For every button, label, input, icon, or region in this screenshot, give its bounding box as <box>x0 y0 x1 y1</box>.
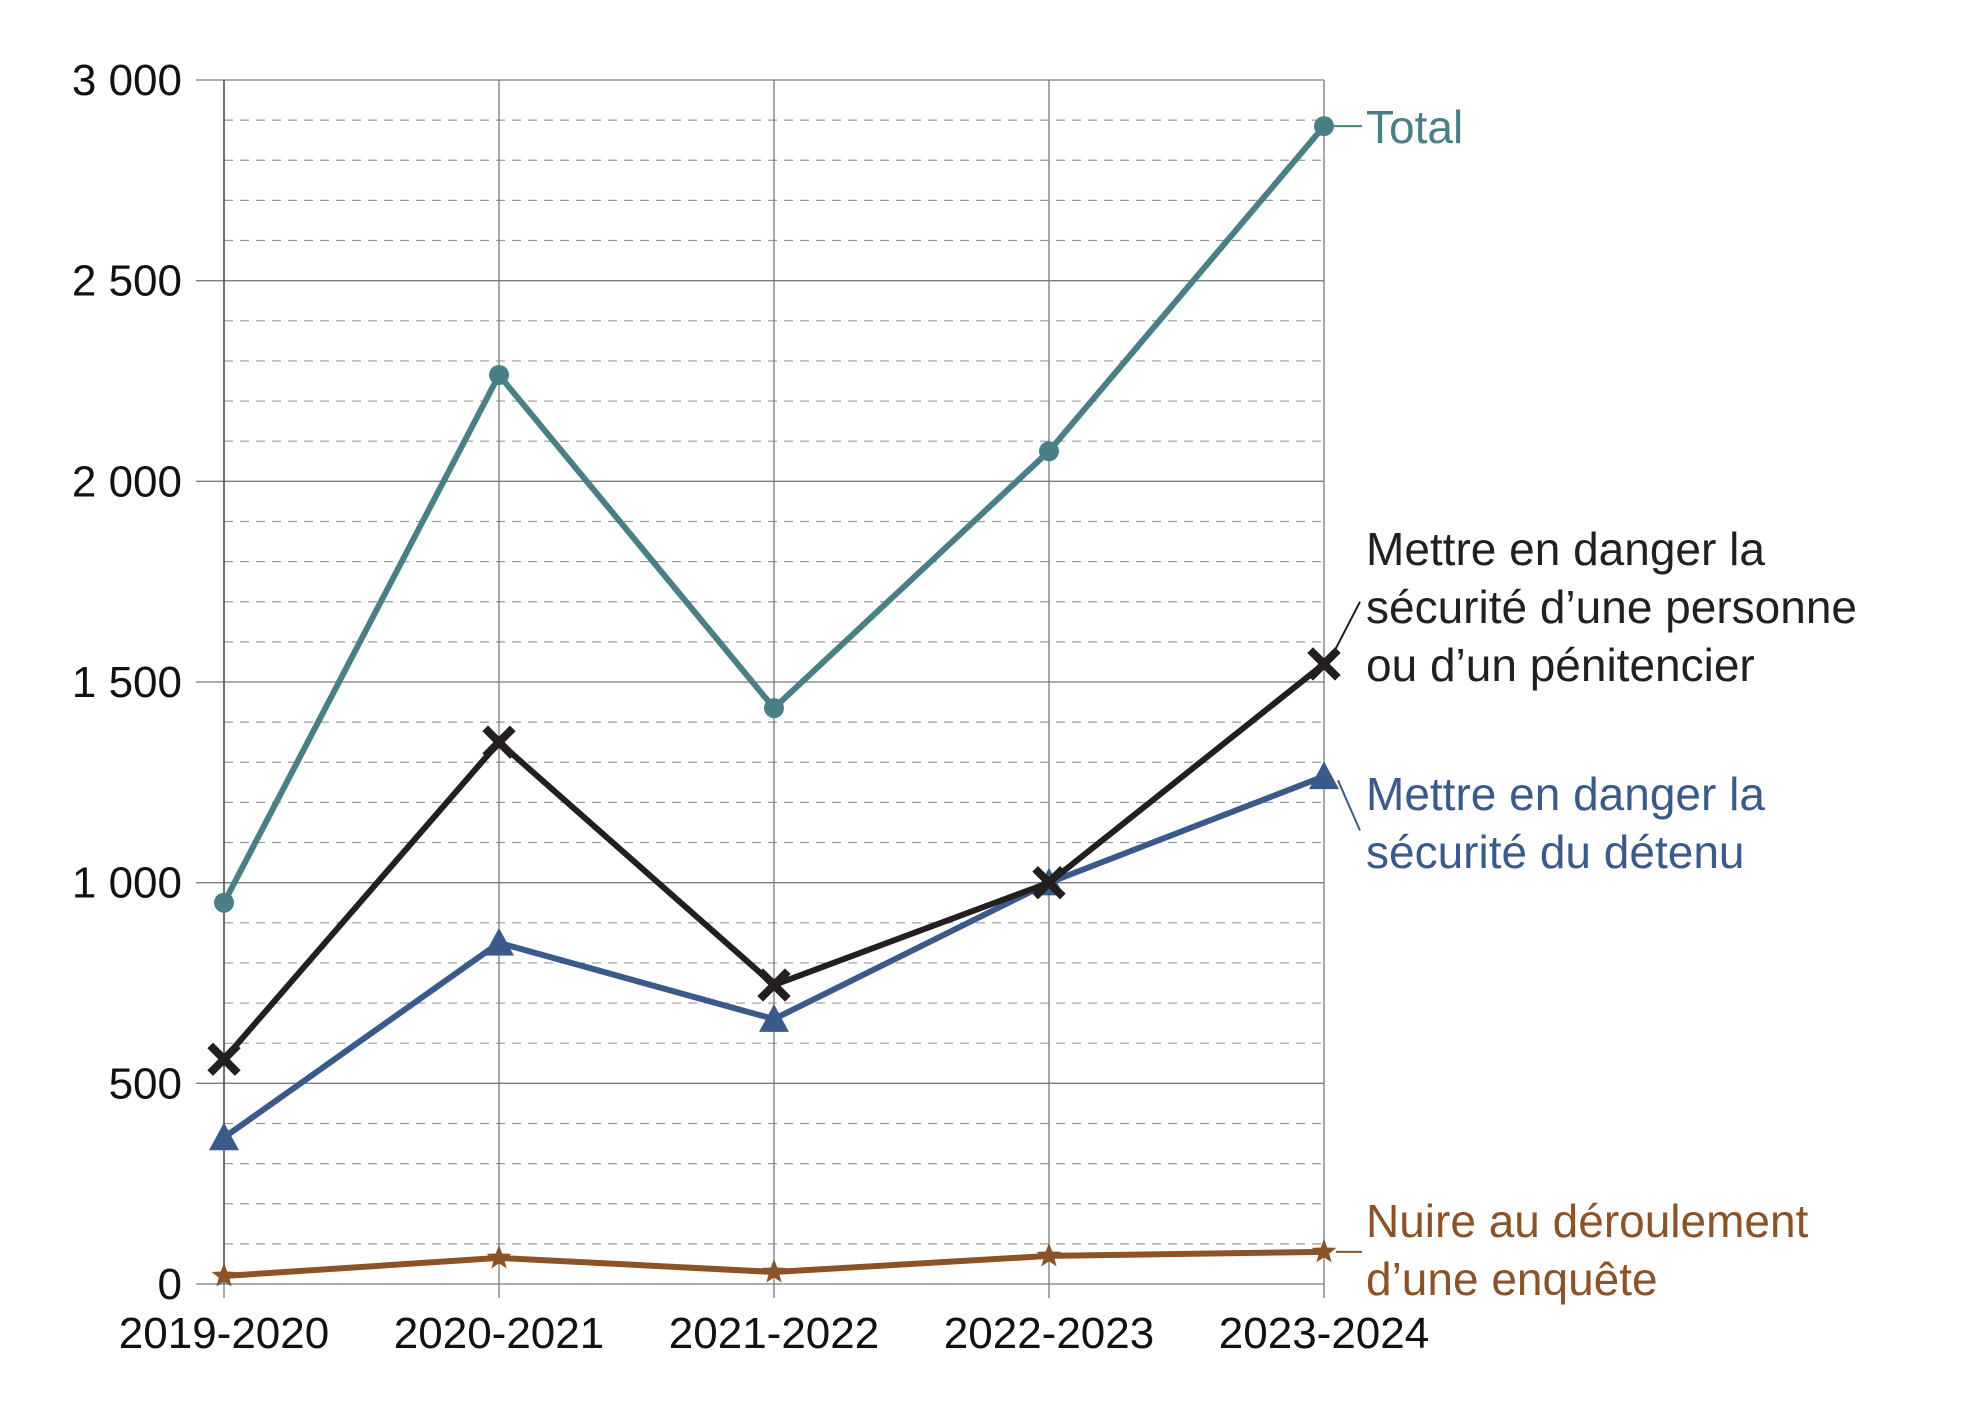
data-point-detenu <box>1309 761 1339 790</box>
series-label-line: Mettre en danger la <box>1366 768 1765 820</box>
data-point-detenu <box>759 1004 789 1032</box>
x-tick-label: 2022-2023 <box>944 1309 1154 1358</box>
data-point-personne <box>482 725 516 759</box>
data-point-personne <box>1307 647 1341 681</box>
data-point-enquete <box>211 1262 237 1287</box>
y-tick-label: 0 <box>158 1260 182 1309</box>
x-tick-label: 2020-2021 <box>394 1309 604 1358</box>
series-label-line: sécurité du détenu <box>1366 826 1745 878</box>
grid-layer <box>196 79 1325 1298</box>
data-point-total <box>214 892 234 913</box>
data-point-enquete <box>761 1258 787 1283</box>
leader-line-detenu <box>1337 779 1361 831</box>
y-tick-label: 2 000 <box>72 457 182 506</box>
data-point-detenu <box>484 927 514 956</box>
y-tick-label: 1 000 <box>72 859 182 908</box>
leader-line-personne <box>1333 601 1361 653</box>
series-label-total: Total <box>1366 101 1463 153</box>
data-point-total <box>1314 116 1334 137</box>
series-layer <box>207 116 1341 1287</box>
series-enquete <box>211 1238 1337 1287</box>
series-total <box>214 116 1334 913</box>
data-point-total <box>764 698 784 719</box>
series-label-line: sécurité d’une personne <box>1366 581 1857 633</box>
series-label-line: Total <box>1366 101 1463 153</box>
data-point-personne <box>1032 866 1066 900</box>
data-point-personne <box>757 968 791 1002</box>
x-tick-label: 2023-2024 <box>1219 1309 1429 1358</box>
data-point-enquete <box>1036 1242 1062 1267</box>
series-label-personne: Mettre en danger la sécurité d’une person… <box>1366 523 1857 691</box>
series-label-detenu: Mettre en danger la sécurité du détenu <box>1366 768 1765 878</box>
y-tick-label: 1 500 <box>72 658 182 707</box>
series-label-line: d’une enquête <box>1366 1253 1658 1305</box>
data-point-total <box>1039 441 1059 462</box>
data-point-detenu <box>209 1122 239 1151</box>
data-point-personne <box>207 1042 241 1076</box>
axis-layer: 0 500 1 000 1 500 2 000 2 500 3 000 2019-2020 20… <box>72 56 1429 1358</box>
label-layer: Total Mettre en danger la sécurité d’une p… <box>1333 101 1857 1305</box>
data-point-enquete <box>1311 1238 1337 1263</box>
y-tick-label: 500 <box>109 1059 182 1108</box>
x-tick-label: 2021-2022 <box>669 1309 879 1358</box>
series-label-enquete: Nuire au déroulement d’une enquête <box>1366 1195 1809 1305</box>
x-tick-label: 2019-2020 <box>119 1309 329 1358</box>
y-tick-label: 3 000 <box>72 56 182 105</box>
series-label-line: Nuire au déroulement <box>1366 1195 1809 1247</box>
series-label-line: ou d’un pénitencier <box>1366 639 1755 691</box>
data-point-enquete <box>486 1244 512 1269</box>
series-personne <box>207 647 1341 1076</box>
data-point-total <box>489 364 509 385</box>
y-tick-label: 2 500 <box>72 257 182 306</box>
series-label-line: Mettre en danger la <box>1366 523 1765 575</box>
